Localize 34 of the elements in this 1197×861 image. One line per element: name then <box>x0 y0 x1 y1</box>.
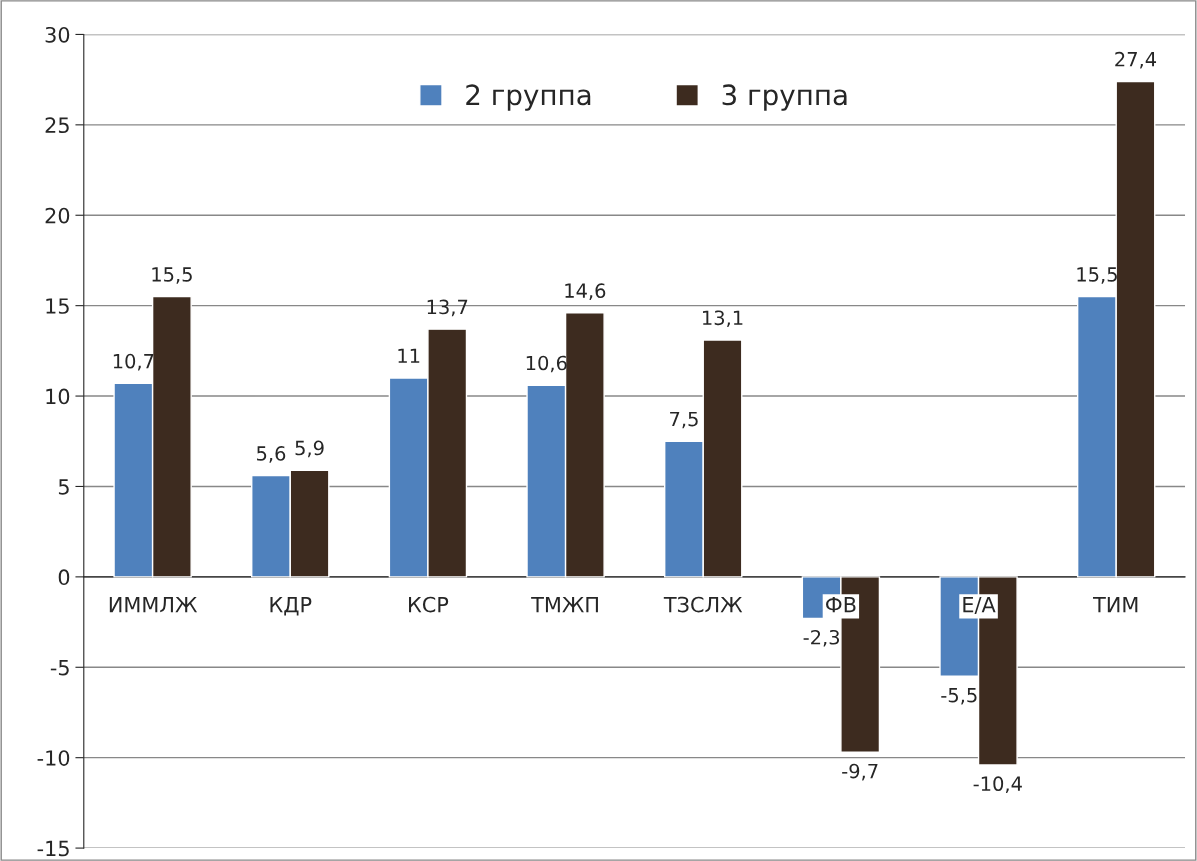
x-tick-label: КДР <box>270 596 312 616</box>
data-label: 15,5 <box>1077 267 1117 284</box>
data-label: -5,5 <box>941 688 977 705</box>
data-label: 11 <box>398 348 420 363</box>
y-tick-label: 30 <box>45 26 70 43</box>
y-tick-label: 25 <box>45 117 69 134</box>
data-label: 5,6 <box>257 446 286 463</box>
y-tick-label: 10 <box>46 388 70 405</box>
x-tick-label: ФВ <box>826 596 856 613</box>
y-tick-label: 5 <box>58 479 69 495</box>
data-label: 5,9 <box>295 440 324 458</box>
y-tick-label: 15 <box>46 298 69 314</box>
x-tick-label: ИММЛЖ <box>109 596 198 613</box>
data-label: -9,7 <box>842 763 878 781</box>
data-label: -2,3 <box>803 629 840 647</box>
y-tick-label: 20 <box>45 207 70 224</box>
data-label: 15,5 <box>152 267 192 284</box>
x-tick-label: ТМЖП <box>531 596 598 613</box>
x-tick-label: КСР <box>409 596 449 613</box>
data-label: -10,4 <box>973 776 1022 794</box>
legend-label: 2 группа <box>466 84 591 111</box>
y-tick-label: -5 <box>50 660 69 676</box>
data-label: 13,7 <box>427 299 468 317</box>
data-label: 7,5 <box>670 411 698 429</box>
data-label: 13,1 <box>703 310 743 328</box>
x-tick-label: Е/А <box>963 596 996 615</box>
x-tick-label: ТЗСЛЖ <box>663 596 743 613</box>
data-label: 27,4 <box>1115 51 1157 69</box>
data-label: 14,6 <box>565 283 606 300</box>
y-tick-label: -10 <box>37 750 70 766</box>
legend-label: 3 группа <box>722 84 847 111</box>
y-tick-label: -15 <box>37 840 69 857</box>
x-tick-label: ТИМ <box>1093 596 1138 613</box>
y-tick-label: 0 <box>58 569 70 586</box>
